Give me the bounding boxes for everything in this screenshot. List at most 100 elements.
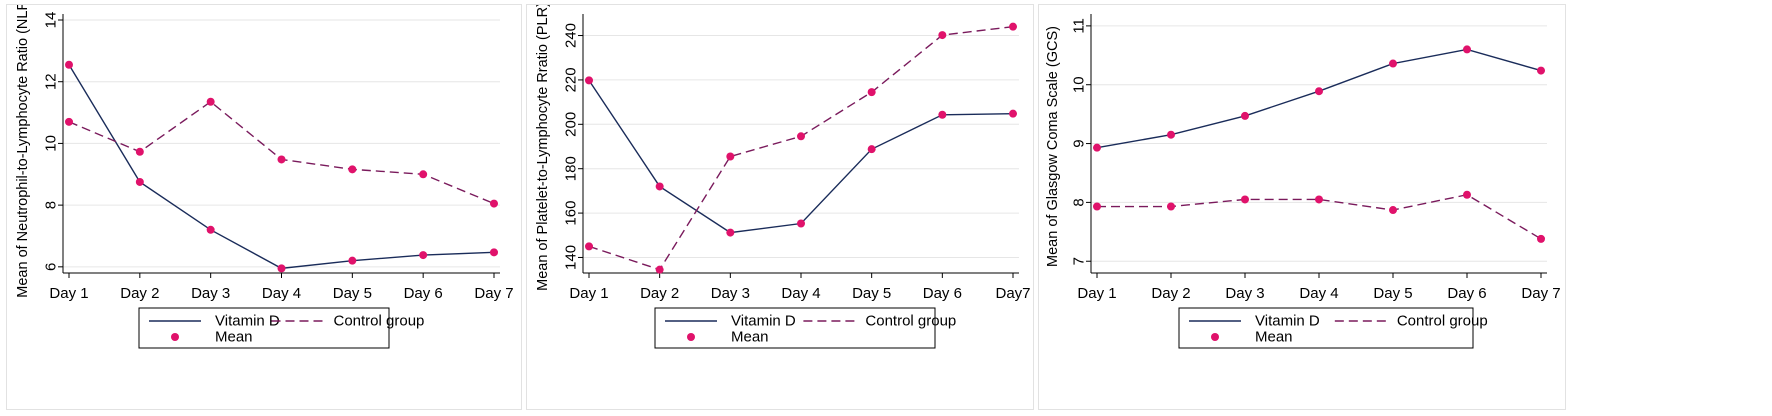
- y-tick-label: 6: [43, 263, 60, 271]
- y-tick-label: 14: [43, 12, 60, 29]
- gcs-chart: 7 8 9 10 11 Day 1 Day 2 Day 3 Day 4 Day 5 Day 6 Day…: [1045, 14, 1561, 349]
- legend-box: [654, 307, 936, 349]
- y-tick-label: 10: [1071, 76, 1088, 93]
- mean-point: [1315, 87, 1323, 96]
- legend-box: [1178, 307, 1474, 349]
- mean-point: [726, 228, 735, 237]
- legend-label-mean: Mean: [1255, 329, 1293, 346]
- series-line-control-group: [68, 100, 495, 205]
- mean-point: [1389, 59, 1397, 68]
- mean-point: [206, 225, 215, 234]
- mean-point: [1537, 234, 1545, 243]
- legend-label-vitamin-d: Vitamin D: [1255, 313, 1320, 330]
- mean-point: [797, 132, 805, 141]
- y-tick-label: 12: [43, 73, 60, 90]
- mean-point: [1093, 202, 1101, 211]
- mean-point: [655, 265, 664, 274]
- x-tick-label: Day 1: [1077, 285, 1116, 302]
- mean-point: [585, 242, 593, 251]
- legend-swatch-mean: [1211, 333, 1219, 341]
- y-axis-title: Mean of Glasgow Coma Scale (GCS): [1045, 26, 1061, 267]
- mean-point: [348, 165, 357, 174]
- y-tick-label: 8: [43, 201, 60, 209]
- mean-point: [1167, 202, 1175, 211]
- mean-point: [938, 110, 947, 119]
- y-tick-label: 7: [1071, 257, 1088, 265]
- mean-point: [1315, 195, 1323, 204]
- mean-point: [490, 248, 498, 257]
- mean-point: [65, 60, 73, 69]
- mean-point: [277, 155, 286, 164]
- y-axis-title: Mean of Platelet-to-Lymphocyte Rratio (P…: [535, 5, 551, 291]
- mean-point: [419, 251, 428, 260]
- x-tick-label: Day 1: [569, 285, 608, 302]
- x-tick-label: Day 6: [1447, 285, 1486, 302]
- plr-chart: 140 160 180 200 220 240 Day 1 Day 2 Day 3 Day 4 Da…: [535, 5, 1031, 349]
- x-tick-label: Day 2: [120, 285, 159, 302]
- x-tick-label: Day 3: [1225, 285, 1264, 302]
- legend-box: [138, 307, 390, 349]
- nlr-chart: 6 8 10 12 14 Day 1 Day 2 Day 3 Day 4 Day 5 Day 6 Da…: [15, 5, 514, 349]
- gcs-chart-panel: 7 8 9 10 11 Day 1 Day 2 Day 3 Day 4 Day 5 Day 6 Day…: [1038, 4, 1566, 410]
- x-tick-label: Day 6: [404, 285, 443, 302]
- y-tick-label: 160: [563, 201, 580, 226]
- legend-label-control-group: Control group: [334, 313, 425, 330]
- mean-point: [65, 117, 73, 126]
- y-tick-label: 10: [43, 135, 60, 152]
- series-line-vitamin-d: [588, 79, 1014, 234]
- y-axis-title: Mean of Neutrophil-to-Lymphocyte Ratio (…: [15, 5, 31, 298]
- mean-point: [867, 145, 876, 154]
- x-tick-label: Day 6: [923, 285, 962, 302]
- y-tick-label: 11: [1071, 18, 1088, 34]
- legend-label-control-group: Control group: [1397, 313, 1488, 330]
- mean-point: [1167, 130, 1175, 139]
- legend-swatch-mean: [171, 333, 179, 341]
- x-tick-label: Day 4: [1299, 285, 1338, 302]
- mean-point: [1241, 111, 1249, 120]
- y-tick-label: 140: [563, 245, 580, 270]
- x-tick-label: Day 5: [852, 285, 891, 302]
- y-tick-label: 8: [1071, 198, 1088, 206]
- mean-point: [348, 256, 357, 265]
- mean-point: [1389, 206, 1397, 215]
- mean-point: [1009, 109, 1017, 118]
- x-tick-label: Day7: [995, 285, 1030, 302]
- x-tick-label: Day 1: [49, 285, 88, 302]
- mean-point: [585, 76, 593, 85]
- mean-point: [797, 219, 805, 228]
- mean-point: [419, 170, 428, 179]
- x-tick-label: Day 5: [1373, 285, 1412, 302]
- mean-point: [726, 152, 735, 161]
- plr-chart-panel: 140 160 180 200 220 240 Day 1 Day 2 Day 3 Day 4 Da…: [526, 4, 1034, 410]
- legend-label-vitamin-d: Vitamin D: [215, 313, 280, 330]
- x-tick-label: Day 4: [262, 285, 301, 302]
- mean-point: [938, 31, 947, 40]
- mean-point: [1009, 22, 1017, 31]
- x-tick-label: Day 7: [474, 285, 513, 302]
- x-tick-label: Day 2: [640, 285, 679, 302]
- mean-point: [1463, 190, 1471, 199]
- mean-point: [277, 264, 286, 273]
- mean-point: [1463, 45, 1471, 54]
- x-tick-label: Day 2: [1151, 285, 1190, 302]
- series-line-vitamin-d: [68, 64, 495, 270]
- y-tick-label: 180: [563, 156, 580, 181]
- mean-point: [1093, 143, 1101, 152]
- nlr-chart-panel: 6 8 10 12 14 Day 1 Day 2 Day 3 Day 4 Day 5 Day 6 Da…: [6, 4, 522, 410]
- series-line-vitamin-d: [1096, 48, 1542, 149]
- mean-point: [867, 88, 876, 97]
- mean-point: [1537, 66, 1545, 75]
- mean-point: [655, 182, 664, 191]
- legend-label-mean: Mean: [731, 329, 769, 346]
- legend-label-mean: Mean: [215, 329, 253, 346]
- x-tick-label: Day 3: [191, 285, 230, 302]
- y-tick-label: 220: [563, 67, 580, 92]
- legend-swatch-mean: [687, 333, 695, 341]
- x-tick-label: Day 3: [711, 285, 750, 302]
- series-line-control-group: [588, 25, 1014, 271]
- mean-point: [490, 199, 498, 208]
- x-tick-label: Day 7: [1521, 285, 1560, 302]
- x-tick-label: Day 5: [333, 285, 372, 302]
- y-tick-label: 240: [563, 23, 580, 48]
- y-tick-label: 9: [1071, 139, 1088, 147]
